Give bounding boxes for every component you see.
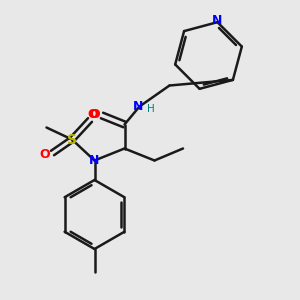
Text: S: S xyxy=(67,133,77,146)
Text: N: N xyxy=(89,154,100,167)
Text: O: O xyxy=(89,108,100,122)
Text: N: N xyxy=(212,14,223,27)
Text: O: O xyxy=(88,108,98,121)
Text: H: H xyxy=(147,104,155,115)
Text: N: N xyxy=(133,100,143,113)
Text: O: O xyxy=(40,148,50,161)
